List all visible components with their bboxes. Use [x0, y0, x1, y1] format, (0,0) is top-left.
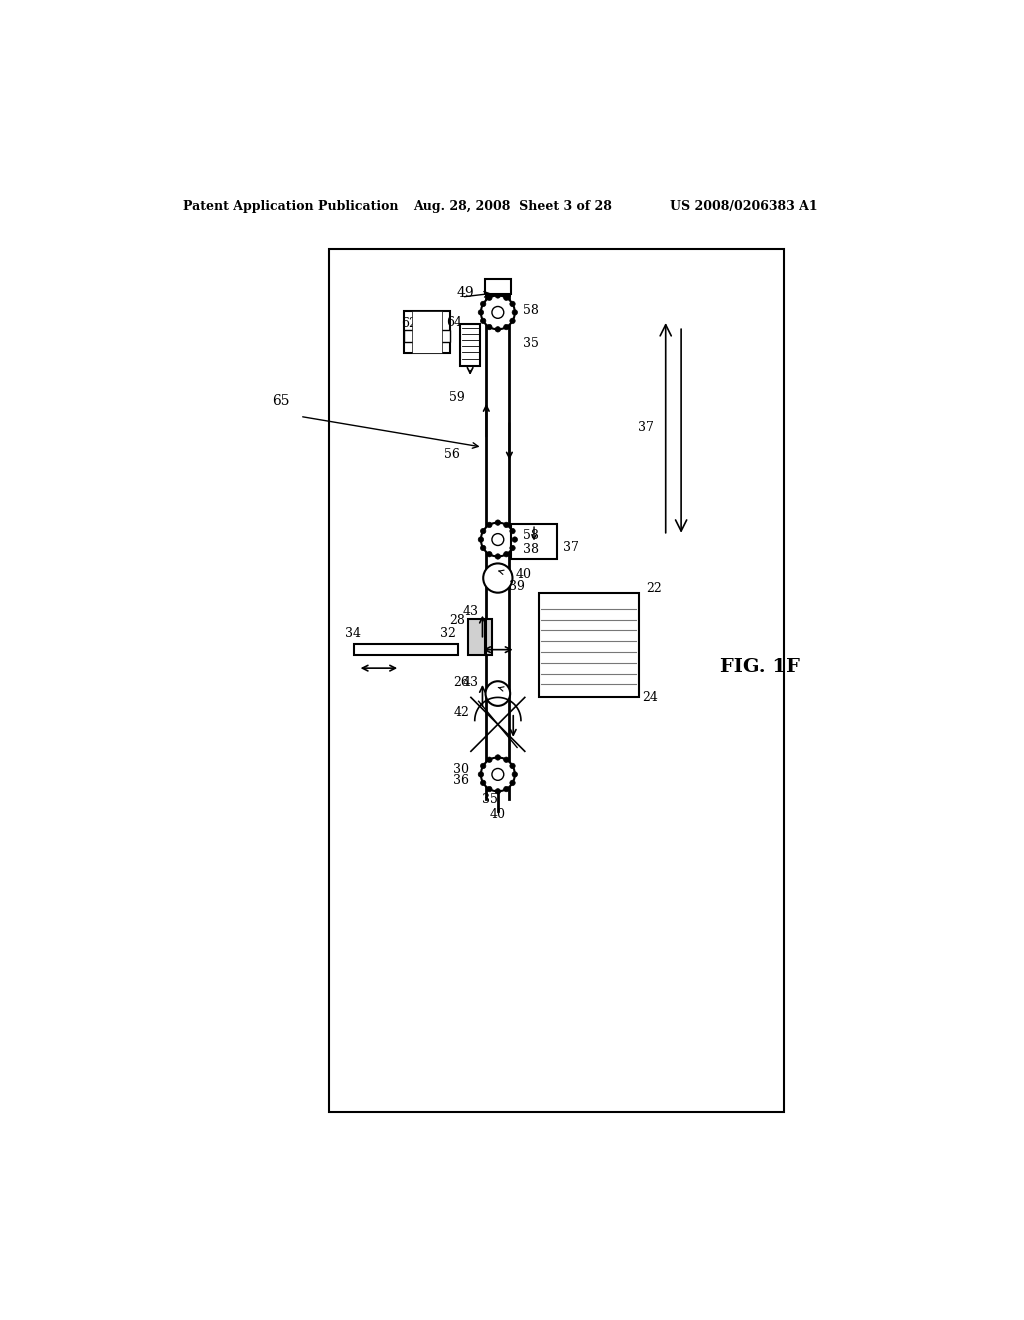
Bar — [412, 312, 442, 354]
Circle shape — [480, 763, 485, 768]
Text: 32: 32 — [439, 627, 456, 640]
Circle shape — [504, 787, 509, 792]
Circle shape — [486, 325, 493, 330]
Text: 40: 40 — [515, 568, 531, 581]
Circle shape — [510, 545, 515, 550]
Text: 58: 58 — [523, 529, 539, 543]
Circle shape — [480, 780, 485, 785]
Circle shape — [480, 318, 485, 323]
Text: 62: 62 — [401, 317, 417, 330]
Circle shape — [504, 296, 509, 301]
Circle shape — [496, 326, 501, 333]
Circle shape — [496, 788, 501, 795]
Circle shape — [480, 545, 485, 550]
Circle shape — [480, 528, 485, 533]
Bar — [460, 323, 480, 367]
Bar — [354, 644, 458, 655]
Bar — [484, 279, 511, 294]
Circle shape — [510, 763, 515, 768]
Text: Aug. 28, 2008  Sheet 3 of 28: Aug. 28, 2008 Sheet 3 of 28 — [413, 199, 612, 213]
Circle shape — [510, 301, 515, 306]
Text: 58: 58 — [523, 305, 539, 317]
Text: 22: 22 — [646, 582, 663, 594]
Circle shape — [481, 296, 515, 330]
Text: 40: 40 — [489, 808, 506, 821]
Bar — [511, 524, 557, 558]
Circle shape — [504, 552, 509, 557]
Circle shape — [481, 523, 515, 557]
Circle shape — [486, 787, 493, 792]
Circle shape — [481, 758, 515, 792]
Text: 37: 37 — [638, 421, 654, 434]
Circle shape — [496, 554, 501, 560]
Text: 35: 35 — [523, 337, 539, 350]
Circle shape — [512, 537, 517, 543]
Circle shape — [478, 537, 483, 543]
Circle shape — [504, 758, 509, 763]
Text: 38: 38 — [523, 543, 540, 556]
Circle shape — [512, 772, 517, 777]
Circle shape — [504, 523, 509, 528]
Circle shape — [478, 772, 483, 777]
Circle shape — [496, 293, 501, 298]
Circle shape — [512, 310, 517, 315]
Circle shape — [486, 552, 493, 557]
Bar — [403, 330, 451, 342]
Text: 65: 65 — [272, 393, 290, 408]
Text: 43: 43 — [463, 605, 478, 618]
Circle shape — [486, 523, 493, 528]
Text: 37: 37 — [563, 541, 580, 554]
Text: 24: 24 — [643, 690, 658, 704]
Text: 26: 26 — [454, 676, 469, 689]
Text: 30: 30 — [454, 763, 469, 776]
Text: 28: 28 — [450, 614, 466, 627]
Text: 56: 56 — [444, 449, 460, 462]
Bar — [330, 249, 783, 1111]
Bar — [539, 594, 639, 697]
Text: 36: 36 — [454, 774, 469, 787]
Circle shape — [478, 310, 483, 315]
Circle shape — [496, 520, 501, 525]
Bar — [468, 619, 484, 655]
Text: FIG. 1F: FIG. 1F — [720, 657, 800, 676]
Text: Patent Application Publication: Patent Application Publication — [183, 199, 398, 213]
Text: 35: 35 — [482, 792, 498, 805]
Circle shape — [486, 296, 493, 301]
Circle shape — [486, 758, 493, 763]
Circle shape — [496, 755, 501, 760]
Bar — [486, 619, 493, 655]
Circle shape — [510, 528, 515, 533]
Text: US 2008/0206383 A1: US 2008/0206383 A1 — [670, 199, 817, 213]
Text: 42: 42 — [454, 706, 469, 719]
Text: 34: 34 — [345, 627, 360, 640]
Circle shape — [510, 318, 515, 323]
Circle shape — [480, 301, 485, 306]
Circle shape — [485, 681, 510, 706]
Bar — [403, 312, 451, 354]
Text: 43: 43 — [463, 676, 478, 689]
Circle shape — [504, 325, 509, 330]
Text: 59: 59 — [449, 391, 465, 404]
Circle shape — [510, 780, 515, 785]
Text: 39: 39 — [509, 579, 525, 593]
Text: 49: 49 — [457, 286, 474, 300]
Text: 64: 64 — [445, 315, 462, 329]
Circle shape — [483, 564, 512, 593]
